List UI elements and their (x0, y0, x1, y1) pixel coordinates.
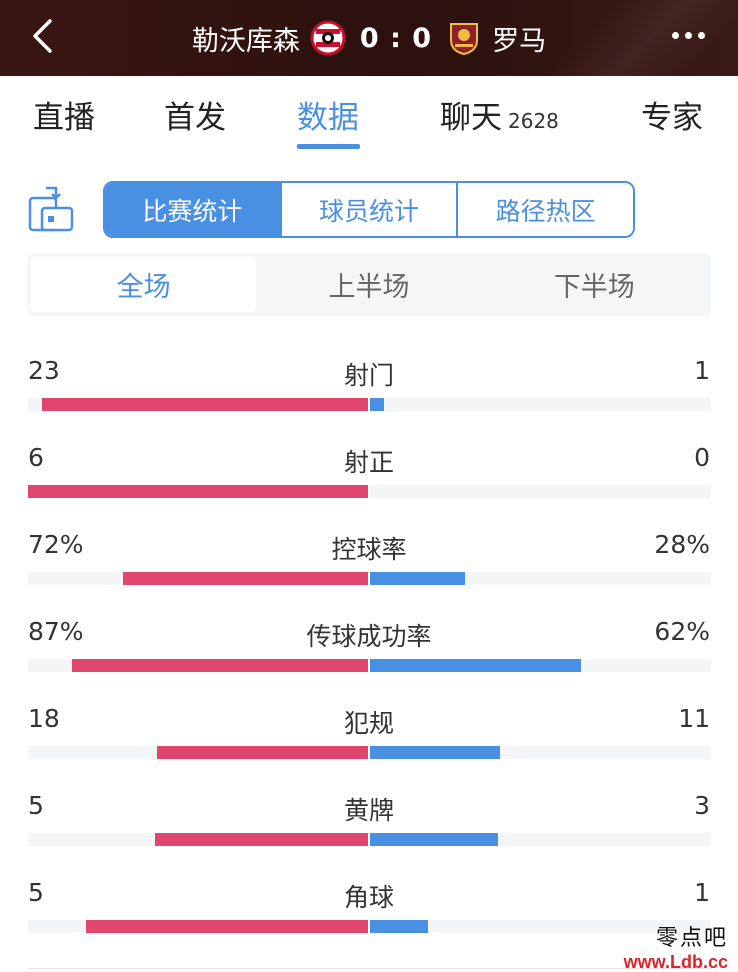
stat-label: 射门 (343, 361, 394, 390)
stat-row-pass-accuracy: 87% 传球成功率 62% (0, 601, 738, 688)
home-bar-track (28, 659, 368, 672)
watermark: 零点吧 www.Ldb.cc (624, 920, 728, 972)
watermark-line1: 零点吧 (655, 926, 728, 951)
away-bar (370, 746, 500, 759)
away-stat-value: 1 (694, 878, 710, 907)
tab-label: 数据 (297, 100, 359, 136)
match-header: 勒沃库森 0 : 0 罗马 (0, 0, 738, 76)
stat-label: 控球率 (331, 535, 407, 564)
away-bar (370, 572, 465, 585)
active-tab-indicator (297, 144, 360, 149)
period-second-half[interactable]: 下半场 (553, 272, 635, 303)
away-bar-track (370, 833, 711, 846)
tab-chat[interactable]: 聊天 2628 (440, 90, 559, 146)
stat-row-yellow-cards: 5 黄牌 3 (0, 775, 738, 862)
back-button[interactable] (22, 14, 62, 58)
home-stat-value: 18 (28, 704, 60, 733)
away-bar (370, 398, 384, 411)
stat-row-corners: 5 角球 1 (0, 862, 738, 949)
period-switch: 全场 上半场 下半场 (27, 253, 711, 316)
home-bar (157, 746, 368, 759)
home-bar-track (28, 572, 368, 585)
tab-lineup[interactable]: 首发 (164, 90, 226, 146)
stat-label: 角球 (343, 883, 394, 912)
match-score: 0 : 0 (359, 22, 433, 54)
home-stat-value: 87% (28, 617, 84, 646)
tab-experts[interactable]: 专家 (641, 90, 703, 146)
period-full-match[interactable]: 全场 (31, 257, 257, 312)
away-bar (370, 833, 498, 846)
home-bar (72, 659, 368, 672)
home-stat-value: 5 (28, 878, 44, 907)
away-bar-track (370, 485, 711, 498)
home-bar-track (28, 485, 368, 498)
leverkusen-logo-icon (310, 20, 346, 56)
tab-live[interactable]: 直播 (33, 90, 95, 146)
home-bar (123, 572, 368, 585)
away-stat-value: 11 (678, 704, 710, 733)
layout-switch-icon[interactable] (28, 186, 74, 232)
segment-match-stats[interactable]: 比赛统计 (105, 183, 282, 236)
away-stat-value: 0 (694, 443, 710, 472)
segment-player-stats[interactable]: 球员统计 (281, 183, 459, 236)
home-stat-value: 72% (28, 530, 84, 559)
main-tabs: 直播 首发 数据 聊天 2628 专家 (0, 90, 738, 154)
away-stat-value: 28% (654, 530, 710, 559)
stat-label: 传球成功率 (306, 622, 432, 651)
stat-row-shots-on-target: 6 射正 0 (0, 427, 738, 514)
tab-label: 首发 (164, 100, 226, 136)
away-stat-value: 62% (654, 617, 710, 646)
away-bar (370, 659, 581, 672)
roma-logo-icon (450, 23, 479, 56)
more-dots-icon (671, 31, 679, 39)
stat-row-fouls: 18 犯规 11 (0, 688, 738, 775)
home-team-name: 勒沃库森 (191, 25, 300, 57)
watermark-line2: www.Ldb.cc (623, 952, 728, 972)
home-bar (155, 833, 368, 846)
away-stat-value: 3 (694, 791, 710, 820)
tab-label: 直播 (33, 100, 95, 136)
stat-row-shots: 23 射门 1 (0, 340, 738, 427)
away-bar-track (370, 920, 711, 933)
away-stat-value: 1 (694, 356, 710, 385)
chat-count-badge: 2628 (508, 109, 559, 133)
period-first-half[interactable]: 上半场 (328, 272, 410, 303)
away-bar-track (370, 659, 711, 672)
tab-data[interactable]: 数据 (297, 90, 359, 146)
home-bar-track (28, 746, 368, 759)
home-bar-track (28, 398, 368, 411)
stat-label: 犯规 (343, 709, 394, 738)
home-bar (28, 485, 368, 498)
match-title: 勒沃库森 0 : 0 罗马 (192, 19, 546, 58)
tab-label: 聊天 (440, 100, 502, 136)
stat-row-possession: 72% 控球率 28% (0, 514, 738, 601)
home-bar-track (28, 833, 368, 846)
divider (28, 968, 711, 969)
more-dots-icon (684, 31, 692, 39)
stat-label: 射正 (343, 448, 394, 477)
more-options-button[interactable] (666, 20, 710, 50)
home-bar (42, 398, 368, 411)
stat-label: 黄牌 (343, 796, 394, 825)
home-stat-value: 23 (28, 356, 60, 385)
home-bar-track (28, 920, 368, 933)
away-bar-track (370, 572, 711, 585)
home-stat-value: 6 (28, 443, 44, 472)
stats-type-segment: 比赛统计 球员统计 路径热区 (103, 181, 635, 238)
away-bar-track (370, 746, 711, 759)
away-bar-track (370, 398, 711, 411)
chevron-left-icon (33, 19, 52, 53)
away-team-name: 罗马 (492, 25, 547, 57)
more-dots-icon (697, 31, 705, 39)
home-bar (86, 920, 368, 933)
home-stat-value: 5 (28, 791, 44, 820)
tab-label: 专家 (641, 100, 703, 136)
segment-heatmap[interactable]: 路径热区 (458, 183, 633, 236)
away-bar (370, 920, 428, 933)
